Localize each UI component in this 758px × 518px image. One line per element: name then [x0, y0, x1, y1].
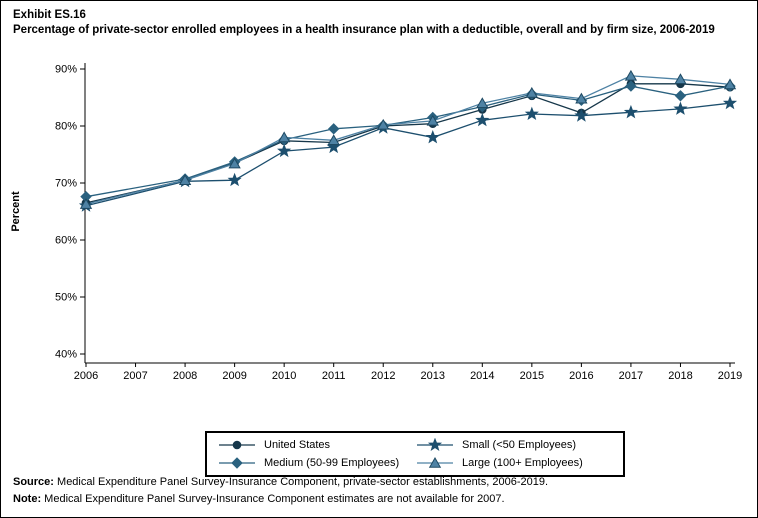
svg-text:2015: 2015 [520, 370, 544, 382]
svg-text:2010: 2010 [272, 370, 296, 382]
diamond-marker-icon [217, 456, 257, 470]
source-text: Medical Expenditure Panel Survey-Insuran… [53, 476, 549, 488]
svg-text:2006: 2006 [74, 370, 98, 382]
svg-text:90%: 90% [55, 64, 77, 76]
svg-text:2011: 2011 [322, 370, 346, 382]
legend-item-large: Large (100+ Employees) [415, 454, 613, 471]
star-marker-icon [415, 437, 455, 452]
svg-text:50%: 50% [55, 292, 77, 304]
note-text: Medical Expenditure Panel Survey-Insuran… [41, 492, 505, 505]
svg-text:2012: 2012 [371, 370, 395, 382]
circle-marker-icon [217, 438, 257, 452]
source-label: Source: [13, 476, 54, 488]
x-tick-labels: 2006 2007 2008 2009 2010 2011 2012 2013 2014 2015… [74, 363, 742, 382]
triangle-marker-icon [415, 456, 455, 470]
svg-text:2009: 2009 [222, 370, 246, 382]
y-axis-label: Percent [10, 191, 22, 232]
svg-text:2019: 2019 [718, 370, 742, 382]
chart-header: Exhibit ES.16 Percentage of private-sect… [13, 9, 739, 38]
page-title: Percentage of private-sector enrolled em… [13, 24, 715, 36]
legend-label: Medium (50-99 Employees) [264, 456, 400, 469]
line-chart: 40%50%60%70%80%90%2006 2007 2008 2009 2010 20… [10, 63, 742, 382]
note-line: Note: Medical Expenditure Panel Survey-I… [13, 491, 743, 508]
legend-label: United States [264, 438, 331, 451]
source-line: Source: Medical Expenditure Panel Survey… [13, 474, 743, 491]
series-markers-small-50-employees [78, 95, 738, 212]
legend-label: Large (100+ Employees) [462, 456, 583, 469]
series-line-small-50-employees [85, 102, 731, 207]
svg-text:60%: 60% [55, 235, 77, 247]
svg-text:40%: 40% [55, 349, 77, 361]
series-markers-large-100-employees [79, 69, 737, 209]
svg-text:2007: 2007 [123, 370, 147, 382]
legend-item-medium: Medium (50-99 Employees) [217, 454, 415, 471]
svg-text:2016: 2016 [569, 370, 593, 382]
series-markers-united-states [81, 79, 735, 208]
series-markers-medium-50-99-employees [80, 80, 736, 203]
legend-item-united-states: United States [217, 436, 415, 453]
svg-text:80%: 80% [55, 121, 77, 133]
svg-text:70%: 70% [55, 178, 77, 190]
exhibit-number: Exhibit ES.16 [13, 9, 86, 21]
y-tick-labels: 40% 50% 60% 70% 80% 90% [55, 64, 85, 361]
svg-text:2008: 2008 [173, 370, 197, 382]
chart-legend: United States Small (<50 Employees) Medi… [205, 431, 625, 477]
note-label: Note: [13, 492, 42, 505]
svg-text:2014: 2014 [470, 370, 494, 382]
chart-footer: Source: Medical Expenditure Panel Survey… [13, 474, 743, 507]
legend-item-small: Small (<50 Employees) [415, 436, 613, 453]
svg-text:2018: 2018 [668, 370, 692, 382]
legend-label: Small (<50 Employees) [462, 438, 577, 451]
axes [84, 63, 735, 364]
svg-text:2013: 2013 [421, 370, 445, 382]
svg-text:2017: 2017 [619, 370, 643, 382]
